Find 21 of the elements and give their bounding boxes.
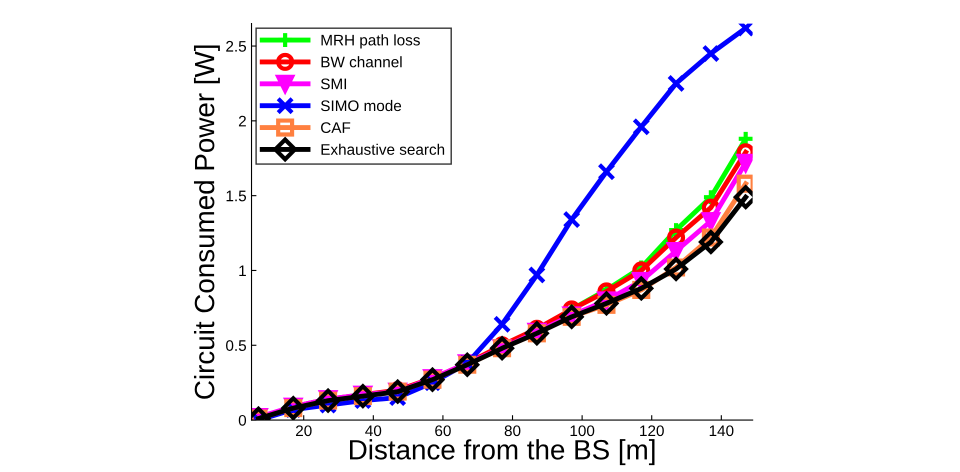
x-axis-title: Distance from the BS [m] xyxy=(350,439,654,466)
y-tick-label: 0.5 xyxy=(226,340,246,351)
x-tick-label: 40 xyxy=(365,425,382,436)
y-tick-label: 2.5 xyxy=(226,40,246,52)
legend-label: BW channel xyxy=(322,56,402,68)
x-tick-label: 100 xyxy=(570,425,594,436)
legend-label: SMI xyxy=(320,78,346,90)
legend-label: SIMO mode xyxy=(320,100,402,112)
y-tick-label: 0 xyxy=(238,414,246,426)
x-tick-label: 140 xyxy=(710,425,734,436)
legend-label: Exhaustive search xyxy=(322,144,444,155)
x-tick-label: 120 xyxy=(640,425,664,436)
legend-label: MRH path loss xyxy=(322,34,420,49)
x-tick-label: 80 xyxy=(504,425,520,436)
y-tick-label: 2 xyxy=(238,116,246,126)
y-tick-label: 1.5 xyxy=(226,190,246,202)
legend-label: CAF xyxy=(321,122,350,134)
y-tick-label: 1 xyxy=(239,265,246,276)
y-axis-title: Circuit Consumed Power [W] xyxy=(194,46,220,399)
x-tick-label: 20 xyxy=(296,425,312,436)
x-tick-label: 60 xyxy=(435,425,451,436)
